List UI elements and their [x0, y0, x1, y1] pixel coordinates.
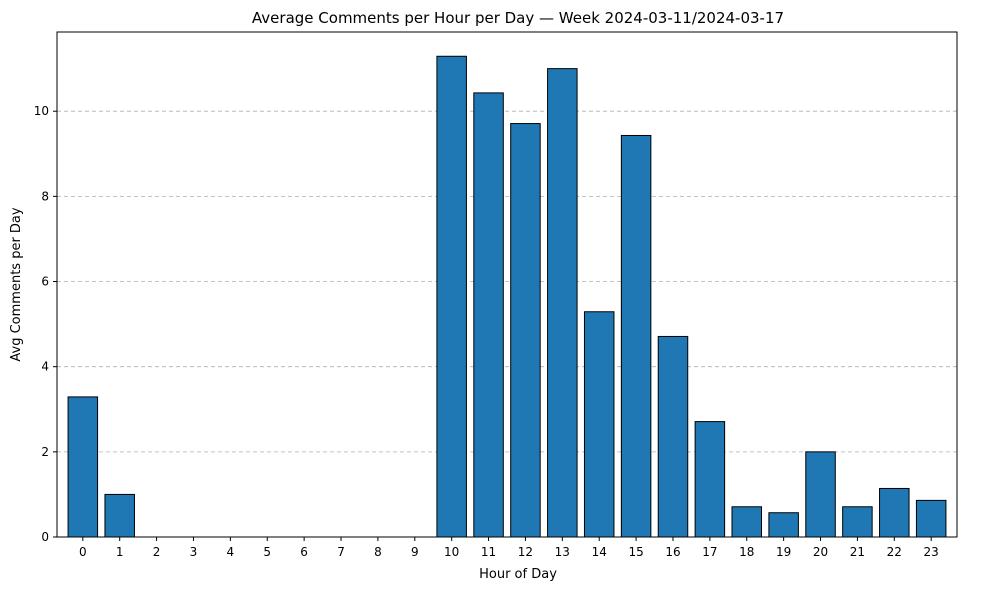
bar-hour-12: [510, 123, 541, 538]
x-axis-label: Hour of Day: [479, 567, 557, 582]
x-tick-label: 13: [555, 545, 570, 559]
x-tick-label: 9: [411, 545, 419, 559]
x-tick-label: 18: [739, 545, 754, 559]
y-axis-label: Avg Comments per Day: [9, 207, 24, 362]
bar-hour-17: [694, 421, 726, 538]
bar-hour-15: [620, 134, 652, 538]
bar-hour-10: [436, 55, 467, 538]
bar-hour-11: [473, 92, 504, 538]
x-tick-label: 17: [702, 545, 717, 559]
x-tick-label: 5: [263, 545, 271, 559]
x-tick-label: 7: [337, 545, 345, 559]
y-tick-label: 0: [41, 530, 49, 544]
x-axis-ticks: 0 1 2 3 4 5 6 7 8 9 10 11 12 13 14 15 16 17 18 19 20 21 22 23: [79, 537, 939, 559]
x-tick-label: 8: [374, 545, 382, 559]
x-tick-label: 14: [592, 545, 607, 559]
bar-hour-22: [879, 487, 910, 538]
x-tick-label: 4: [227, 545, 235, 559]
x-tick-label: 2: [153, 545, 161, 559]
bar-hour-14: [583, 311, 615, 538]
y-tick-label: 2: [41, 445, 49, 459]
y-tick-label: 4: [41, 360, 49, 374]
bar-hour-0: [67, 396, 99, 538]
x-tick-label: 6: [300, 545, 308, 559]
x-tick-label: 11: [481, 545, 496, 559]
bar-hour-21: [842, 506, 873, 538]
bar-hour-1: [104, 493, 135, 538]
x-tick-label: 3: [190, 545, 198, 559]
y-tick-label: 6: [41, 275, 49, 289]
x-tick-label: 1: [116, 545, 124, 559]
bar-hour-19: [768, 512, 799, 538]
chart-title: Average Comments per Hour per Day — Week…: [252, 9, 784, 27]
bar-hour-16: [657, 335, 689, 538]
bar-hour-20: [805, 451, 836, 538]
x-tick-label: 10: [444, 545, 459, 559]
x-tick-label: 21: [850, 545, 865, 559]
y-tick-label: 8: [41, 189, 49, 203]
y-tick-label: 10: [34, 104, 49, 118]
x-tick-label: 23: [924, 545, 939, 559]
x-tick-label: 20: [813, 545, 828, 559]
y-axis-ticks: 0 2 4 6 8 10: [34, 104, 57, 544]
x-tick-label: 0: [79, 545, 87, 559]
x-tick-label: 22: [887, 545, 902, 559]
bar-hour-18: [731, 506, 763, 538]
plot-frame: [56, 31, 958, 538]
bar-hour-23: [915, 499, 947, 538]
x-tick-label: 19: [776, 545, 791, 559]
bar-hour-13: [547, 68, 578, 538]
bars: [67, 55, 947, 538]
x-tick-label: 16: [665, 545, 680, 559]
x-tick-label: 12: [518, 545, 533, 559]
x-tick-label: 15: [628, 545, 643, 559]
